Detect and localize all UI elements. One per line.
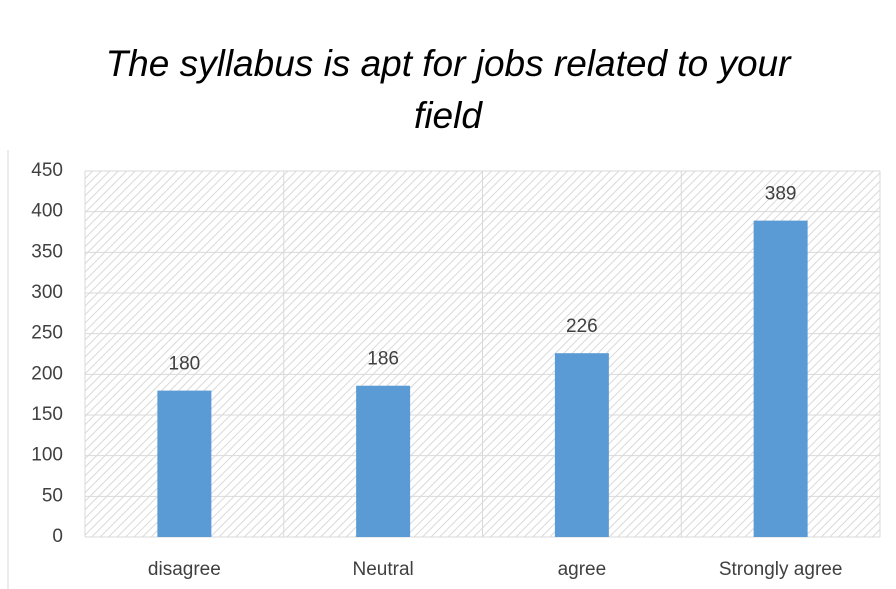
y-tick-label: 250 (31, 323, 63, 344)
y-tick-label: 300 (31, 282, 63, 303)
y-tick-label: 200 (31, 363, 63, 384)
bar (157, 390, 212, 537)
data-label: 186 (367, 349, 399, 370)
x-tick-label: Neutral (353, 559, 414, 580)
bar (554, 353, 609, 537)
y-tick-label: 450 (31, 160, 63, 181)
y-tick-label: 150 (31, 404, 63, 425)
y-tick-label: 100 (31, 445, 63, 466)
bar (753, 220, 808, 537)
x-tick-label: disagree (148, 559, 221, 580)
data-label: 226 (566, 316, 598, 337)
data-label: 389 (765, 184, 797, 205)
bar (356, 385, 411, 537)
data-label: 180 (169, 354, 201, 375)
chart-title: The syllabus is apt for jobs related to … (105, 43, 791, 136)
y-tick-label: 0 (52, 526, 63, 547)
y-tick-label: 400 (31, 201, 63, 222)
y-tick-label: 50 (42, 485, 63, 506)
x-tick-label: agree (558, 559, 607, 580)
y-tick-label: 350 (31, 241, 63, 262)
x-tick-label: Strongly agree (719, 559, 843, 580)
